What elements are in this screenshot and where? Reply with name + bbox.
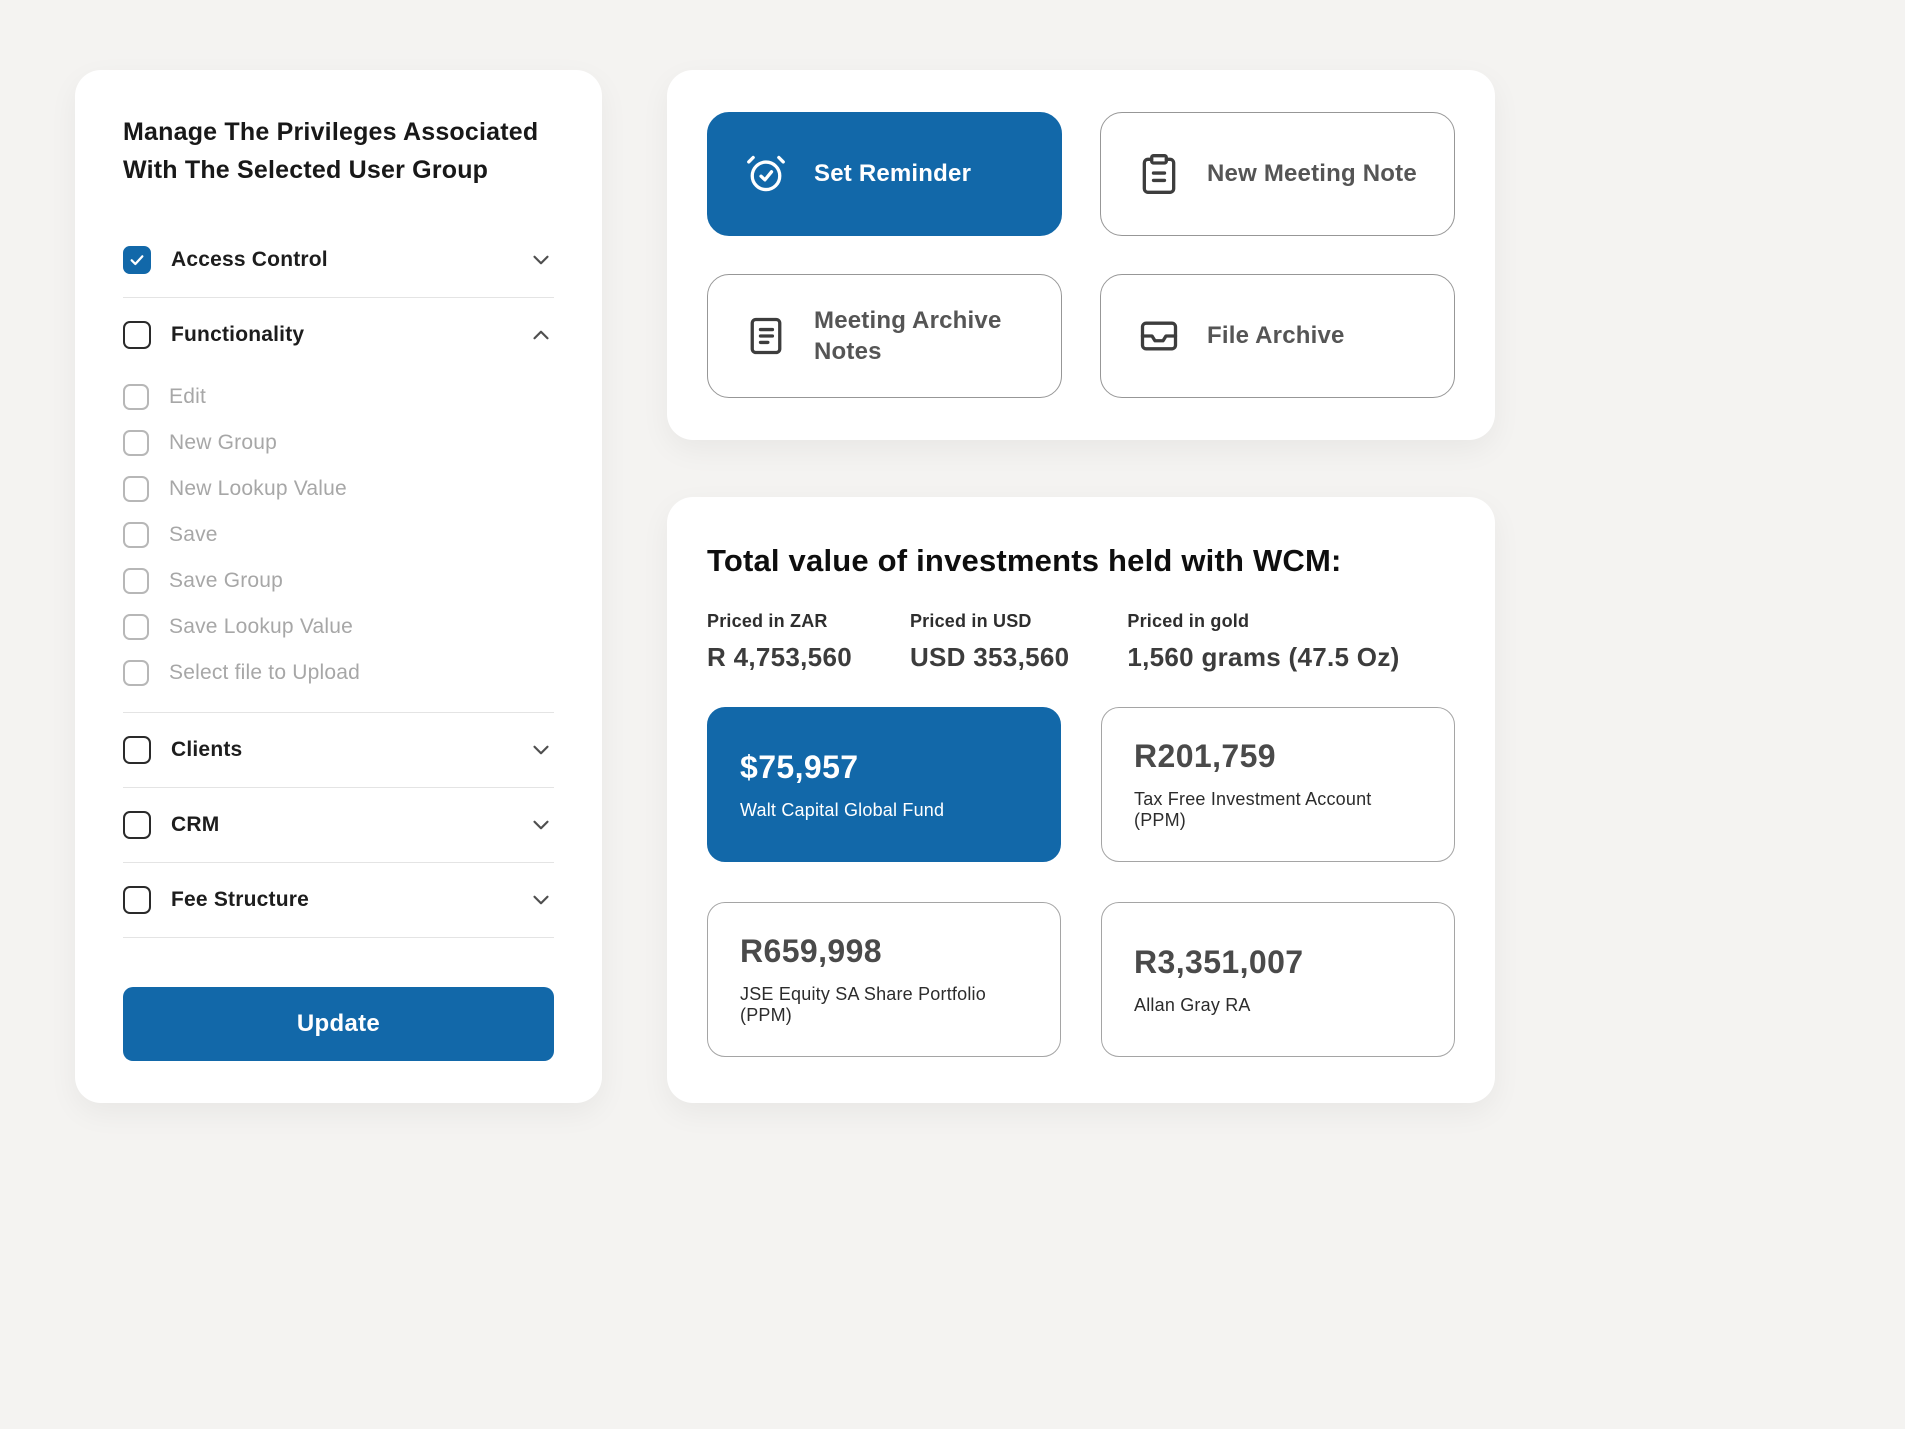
total-label: Priced in USD: [909, 611, 1032, 631]
total-label: Priced in gold: [1127, 611, 1250, 631]
sub-label-new-lookup-value: New Lookup Value: [169, 477, 347, 500]
account-value: R3,351,007: [1134, 943, 1304, 980]
file-archive-button[interactable]: File Archive: [1100, 274, 1455, 398]
privileges-title: Manage The Privileges Associated With Th…: [123, 118, 539, 184]
total-label: Priced in ZAR: [707, 611, 828, 631]
account-label: Tax Free Investment Account (PPM): [1134, 789, 1372, 830]
account-card-allan-gray-ra[interactable]: R3,351,007 Allan Gray RA: [1101, 902, 1455, 1057]
group-row-access-control[interactable]: Access Control: [123, 223, 554, 297]
group-label-clients: Clients: [171, 738, 243, 761]
update-button-wrap: Update: [123, 957, 554, 1061]
sub-row-new-group[interactable]: New Group: [123, 420, 554, 466]
checkbox-new-group[interactable]: [123, 430, 149, 456]
checkbox-access-control[interactable]: [123, 246, 151, 274]
sub-label-new-group: New Group: [169, 431, 278, 454]
sub-label-save-group: Save Group: [169, 569, 284, 592]
investments-card: Total value of investments held with WCM…: [667, 497, 1495, 1103]
group-row-clients[interactable]: Clients: [123, 713, 554, 787]
checkbox-select-file-to-upload[interactable]: [123, 660, 149, 686]
total-zar: Priced in ZAR R 4,753,560: [707, 611, 852, 673]
checkbox-crm[interactable]: [123, 811, 151, 839]
chevron-down-icon[interactable]: [528, 812, 554, 838]
divider: [123, 937, 554, 938]
checkbox-save-lookup-value[interactable]: [123, 614, 149, 640]
account-label: JSE Equity SA Share Portfolio (PPM): [740, 984, 986, 1025]
chevron-down-icon[interactable]: [528, 887, 554, 913]
sub-label-save-lookup-value: Save Lookup Value: [169, 615, 353, 638]
account-card-walt-capital-global-fund[interactable]: $75,957 Walt Capital Global Fund: [707, 707, 1061, 862]
sub-row-new-lookup-value[interactable]: New Lookup Value: [123, 466, 554, 512]
clipboard-icon: [1137, 152, 1181, 196]
investment-totals: Priced in ZAR R 4,753,560 Priced in USD …: [707, 611, 1455, 673]
group-row-crm[interactable]: CRM: [123, 788, 554, 862]
update-button[interactable]: Update: [123, 987, 554, 1061]
checkbox-fee-structure[interactable]: [123, 886, 151, 914]
total-gold: Priced in gold 1,560 grams (47.5 Oz): [1127, 611, 1399, 673]
group-label-fee-structure: Fee Structure: [171, 888, 309, 911]
total-usd: Priced in USD USD 353,560: [910, 611, 1069, 673]
group-row-fee-structure[interactable]: Fee Structure: [123, 863, 554, 937]
group-label-crm: CRM: [171, 813, 220, 836]
functionality-sub-items: Edit New Group New Lookup Value Save Sav…: [123, 372, 554, 712]
checkbox-save[interactable]: [123, 522, 149, 548]
alarm-clock-icon: [744, 152, 788, 196]
divider: [123, 862, 554, 863]
account-label: Walt Capital Global Fund: [740, 799, 945, 820]
total-value: USD 353,560: [909, 642, 1070, 672]
group-label-functionality: Functionality: [171, 323, 305, 346]
archive-inbox-icon: [1137, 314, 1181, 358]
divider: [123, 787, 554, 788]
account-value: R201,759: [1134, 738, 1276, 774]
sub-label-select-file-to-upload: Select file to Upload: [169, 661, 360, 684]
account-value: R659,998: [740, 933, 882, 969]
accounts-grid: $75,957 Walt Capital Global Fund R201,75…: [707, 707, 1455, 1057]
checkbox-new-lookup-value[interactable]: [123, 476, 149, 502]
chevron-up-icon[interactable]: [528, 322, 554, 348]
action-label: Meeting Archive Notes: [814, 306, 1002, 365]
divider: [123, 712, 554, 713]
group-row-functionality[interactable]: Functionality: [123, 298, 554, 372]
meeting-archive-notes-button[interactable]: Meeting Archive Notes: [707, 274, 1062, 398]
checkbox-clients[interactable]: [123, 736, 151, 764]
checkbox-save-group[interactable]: [123, 568, 149, 594]
action-label: New Meeting Note: [1207, 160, 1417, 188]
action-label: File Archive: [1207, 322, 1345, 350]
account-card-tax-free-investment-account[interactable]: R201,759 Tax Free Investment Account (PP…: [1101, 707, 1455, 862]
action-label: Set Reminder: [814, 160, 972, 188]
total-value: 1,560 grams (47.5 Oz): [1127, 642, 1400, 672]
account-label: Allan Gray RA: [1134, 994, 1251, 1015]
total-value: R 4,753,560: [707, 642, 852, 672]
sub-row-edit[interactable]: Edit: [123, 374, 554, 420]
divider: [123, 297, 554, 298]
account-value: $75,957: [740, 748, 859, 785]
new-meeting-note-button[interactable]: New Meeting Note: [1100, 112, 1455, 236]
privileges-card: Manage The Privileges Associated With Th…: [75, 70, 602, 1103]
quick-actions-card: Set Reminder New Meeting Note Meeting Ar…: [667, 70, 1495, 440]
investments-title: Total value of investments held with WCM…: [707, 543, 1342, 578]
sub-row-save-lookup-value[interactable]: Save Lookup Value: [123, 604, 554, 650]
account-card-jse-equity-sa-share-portfolio[interactable]: R659,998 JSE Equity SA Share Portfolio (…: [707, 902, 1061, 1057]
chevron-down-icon[interactable]: [528, 737, 554, 763]
sub-row-save-group[interactable]: Save Group: [123, 558, 554, 604]
sub-row-select-file-to-upload[interactable]: Select file to Upload: [123, 650, 554, 696]
sub-row-save[interactable]: Save: [123, 512, 554, 558]
set-reminder-button[interactable]: Set Reminder: [707, 112, 1062, 236]
checkbox-edit[interactable]: [123, 384, 149, 410]
group-label-access-control: Access Control: [171, 248, 328, 271]
sub-label-edit: Edit: [169, 385, 206, 408]
sub-label-save: Save: [169, 523, 218, 546]
chevron-down-icon[interactable]: [528, 247, 554, 273]
note-lines-icon: [744, 314, 788, 358]
checkbox-functionality[interactable]: [123, 321, 151, 349]
